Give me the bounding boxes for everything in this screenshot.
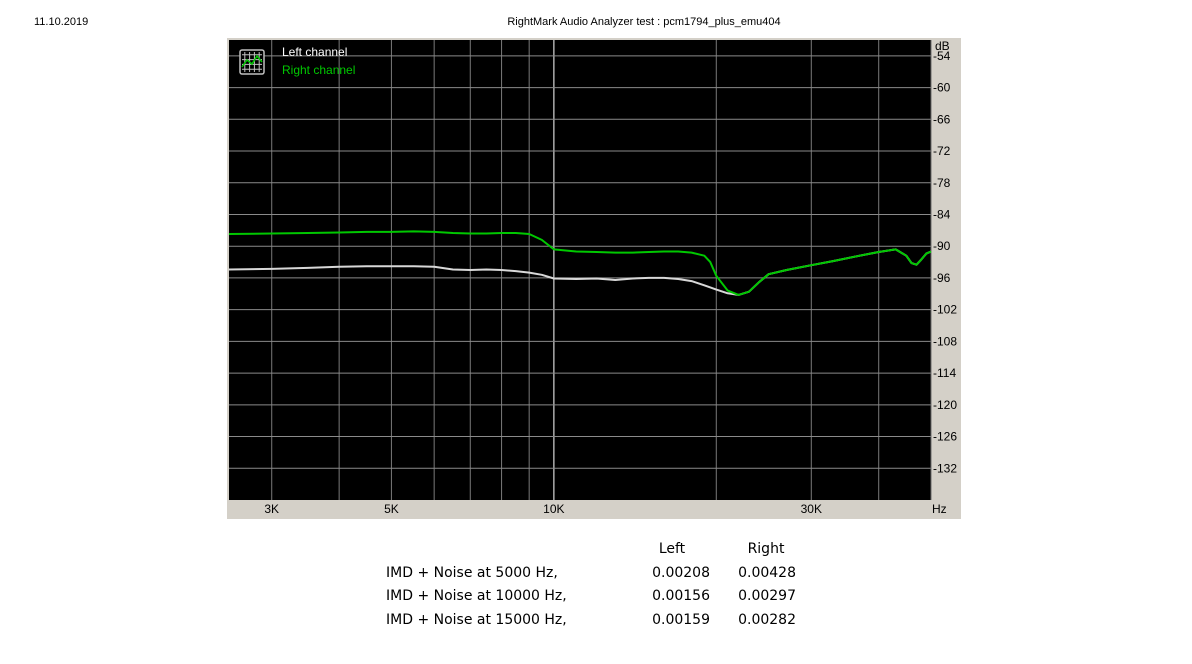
y-tick-label: -102 (933, 303, 957, 317)
legend: Left channel Right channel (239, 45, 355, 77)
y-tick-label: -126 (933, 430, 957, 444)
grid-icon-frame (239, 49, 265, 75)
frequency-response-chart: dB-54 -60 -66 -72 -78 -84 -90 -96 -102 -108 -114 -1… (228, 39, 957, 516)
x-tick-label: 3K (264, 502, 279, 516)
plot-area (229, 40, 931, 500)
x-tick-label: 30K (801, 502, 822, 516)
y-tick-label: -84 (933, 207, 951, 221)
y-tick-label: -96 (933, 271, 951, 285)
y-tick-label: -114 (933, 366, 956, 380)
y-tick-label: -72 (933, 144, 951, 158)
y-axis-unit: dB (935, 39, 950, 53)
row-right-value: 0.00428 (738, 564, 796, 581)
grid-icon-trace (241, 54, 263, 68)
grid-icon (239, 49, 265, 75)
y-axis: dB-54 -60 -66 -72 -78 -84 -90 -96 -102 -108 -114 -1… (933, 39, 957, 475)
row-right-value: 0.00282 (738, 611, 796, 628)
results-header-left: Left (658, 541, 686, 557)
y-tick-label: -108 (933, 334, 957, 348)
row-label: IMD + Noise at 10000 Hz, (386, 588, 567, 604)
data-lines (228, 230, 932, 296)
report-date: 11.10.2019 (34, 16, 89, 28)
report-title-text: RightMark Audio Analyzer test : pcm1794_… (507, 16, 781, 28)
row-left-value: 0.00159 (652, 611, 710, 628)
y-tick-label: -90 (933, 239, 951, 253)
row-left-value: 0.00208 (652, 564, 710, 581)
row-label: IMD + Noise at 15000 Hz, (386, 611, 567, 628)
y-tick-label: -60 (933, 81, 951, 95)
report-title: RightMark Audio Analyzer test : pcm1794_… (0, 16, 1192, 28)
results-header-right: Right (747, 541, 785, 557)
x-axis-unit: Hz (932, 502, 947, 516)
y-tick-label: -54 (933, 49, 951, 63)
x-axis: 3K 5K 10K 30K Hz (264, 502, 946, 516)
chart-frame: dB -54 -60 -66 -72 -78 -84 -90 -96 -102 -108 -114 -1… (227, 38, 961, 519)
y-tick-label: -66 (933, 112, 951, 126)
row-label: IMD + Noise at 5000 Hz, (386, 564, 558, 581)
series-line-right (228, 230, 932, 296)
legend-item: Left channel (282, 45, 347, 59)
x-tick-label: 10K (543, 502, 564, 516)
grid (229, 40, 932, 500)
row-right-value: 0.00297 (738, 588, 796, 604)
y-tick-label: -78 (933, 176, 951, 190)
x-tick-label: 5K (384, 502, 399, 516)
row-left-value: 0.00156 (652, 588, 710, 604)
legend-item: Right channel (282, 63, 355, 77)
y-tick-label: -120 (933, 398, 957, 412)
y-tick-label: -132 (933, 461, 957, 475)
